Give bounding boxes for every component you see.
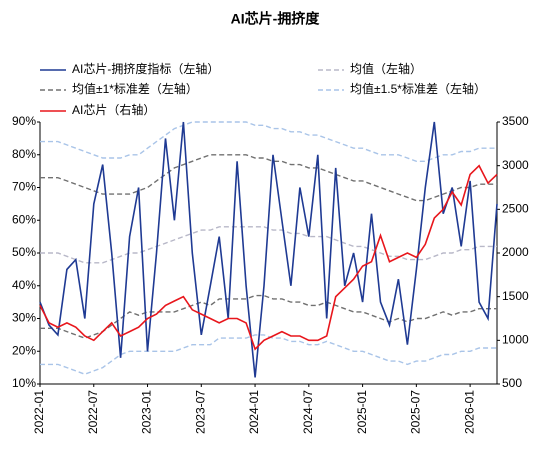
y-tick-label: 40% bbox=[12, 278, 36, 292]
y-tick-label: 90% bbox=[12, 114, 36, 128]
x-tick-label: 2022-07 bbox=[86, 390, 100, 434]
y-tick-label: 10% bbox=[12, 376, 36, 390]
legend-label: 均值（左轴） bbox=[350, 61, 422, 76]
x-tick-label: 2024-01 bbox=[247, 390, 261, 434]
y2-tick-label: 2000 bbox=[502, 245, 529, 259]
y2-tick-label: 3000 bbox=[502, 158, 529, 172]
series-line bbox=[40, 226, 497, 264]
x-tick-label: 2025-01 bbox=[355, 390, 369, 434]
legend-label: 均值±1*标准差（左轴） bbox=[72, 81, 198, 96]
y2-tick-label: 1000 bbox=[502, 333, 529, 347]
x-tick-label: 2024-07 bbox=[301, 390, 315, 434]
y-tick-label: 80% bbox=[12, 147, 36, 161]
legend-label: 均值±1.5*标准差（左轴） bbox=[350, 81, 486, 96]
y-tick-label: 50% bbox=[12, 245, 36, 259]
x-tick-label: 2025-07 bbox=[409, 390, 423, 434]
legend-label: AI芯片（右轴） bbox=[72, 102, 155, 117]
legend-label: AI芯片-拥挤度指标（左轴） bbox=[72, 61, 219, 76]
y2-tick-label: 3500 bbox=[502, 114, 529, 128]
y2-tick-label: 500 bbox=[502, 376, 522, 390]
chart-title: AI芯片-拥挤度 bbox=[231, 11, 321, 27]
x-tick-label: 2022-01 bbox=[32, 390, 46, 434]
y-tick-label: 60% bbox=[12, 212, 36, 226]
x-tick-label: 2026-01 bbox=[462, 390, 476, 434]
y-tick-label: 70% bbox=[12, 180, 36, 194]
series-line bbox=[39, 164, 498, 351]
series-line bbox=[40, 334, 497, 375]
series-line bbox=[39, 121, 498, 378]
series-line bbox=[40, 294, 497, 339]
y2-tick-label: 1500 bbox=[502, 289, 529, 303]
series-line bbox=[40, 154, 497, 202]
series-line bbox=[40, 121, 497, 163]
y-tick-label: 30% bbox=[12, 311, 36, 325]
y-tick-label: 20% bbox=[12, 343, 36, 357]
x-tick-label: 2023-07 bbox=[193, 390, 207, 434]
x-tick-label: 2023-01 bbox=[140, 390, 154, 434]
y2-tick-label: 2500 bbox=[502, 202, 529, 216]
